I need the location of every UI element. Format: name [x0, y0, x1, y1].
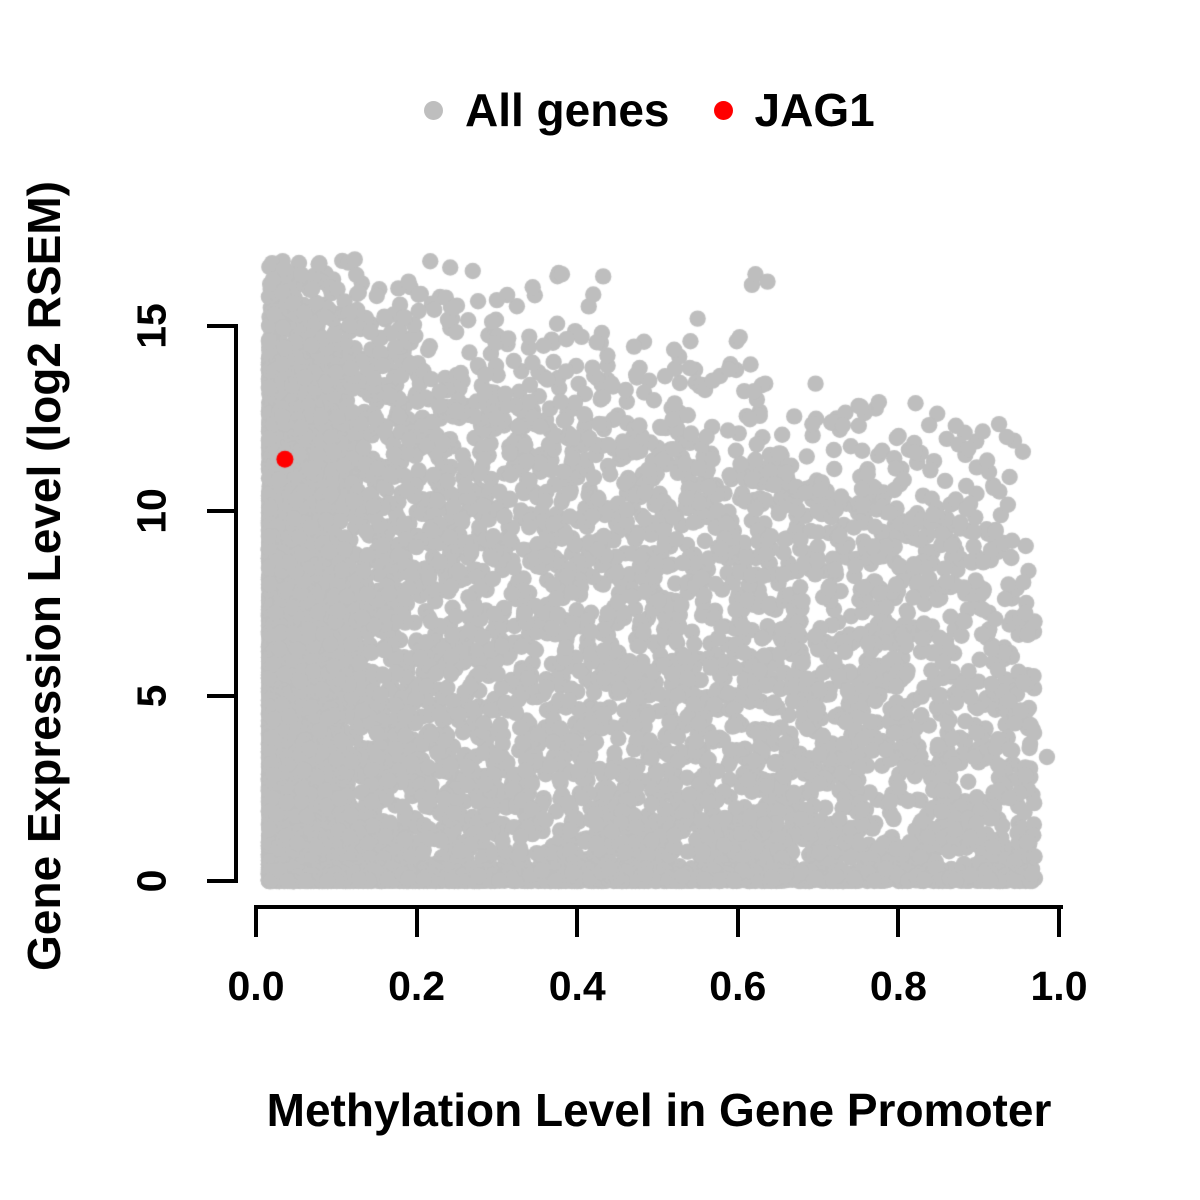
y-tick-mark [207, 324, 234, 328]
x-tick-label: 0.6 [709, 963, 767, 1009]
x-axis-title: Methylation Level in Gene Promoter [266, 1084, 1052, 1136]
x-tick-label: 1.0 [1030, 963, 1088, 1009]
x-tick-label: 0.0 [227, 963, 285, 1009]
y-tick-mark [207, 879, 234, 883]
x-tick-mark [735, 909, 740, 937]
y-tick-label: 0 [128, 869, 175, 893]
legend-item-jag1: JAG1 [713, 83, 875, 137]
x-tick-mark [254, 909, 258, 937]
y-tick-label: 10 [128, 488, 175, 534]
x-tick-label: 0.4 [548, 963, 606, 1009]
jag1-dot-icon [713, 100, 733, 120]
legend-label-jag1: JAG1 [754, 84, 875, 136]
x-tick-label: 0.8 [869, 963, 927, 1009]
x-tick-mark [414, 909, 419, 937]
y-tick-mark [207, 694, 234, 698]
legend: All genes JAG1 [424, 84, 875, 136]
y-axis-title: Gene Expression Level (log2 RSEM) [18, 181, 70, 971]
y-tick-mark [207, 509, 234, 513]
x-tick-mark [896, 909, 901, 937]
y-tick-label: 5 [128, 684, 175, 708]
y-tick-label: 15 [128, 303, 175, 349]
y-axis-line [234, 324, 238, 883]
x-axis-line [254, 905, 1063, 909]
x-tick-mark [1057, 909, 1061, 937]
all-genes-dot-icon [424, 100, 443, 120]
legend-item-all-genes: All genes [424, 83, 670, 137]
x-tick-label: 0.2 [388, 963, 446, 1009]
legend-label-all-genes: All genes [465, 84, 670, 136]
x-tick-mark [575, 909, 580, 937]
